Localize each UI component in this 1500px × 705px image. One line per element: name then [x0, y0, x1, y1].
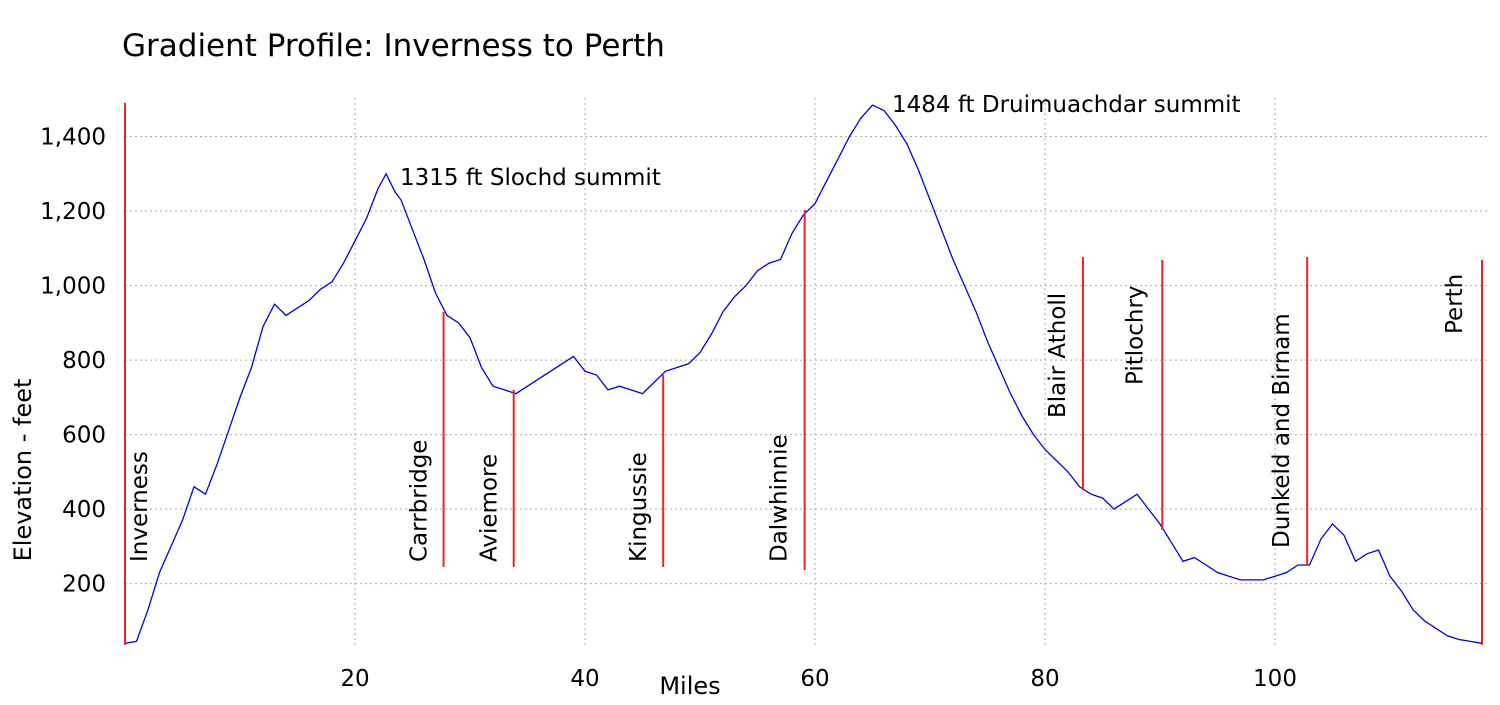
station-label: Blair Atholl — [1045, 293, 1071, 418]
y-tick-label: 1,200 — [40, 199, 106, 225]
y-tick-label: 600 — [62, 423, 106, 449]
y-axis-label: Elevation - feet — [9, 379, 37, 562]
station-label: Dunkeld and Birnam — [1269, 313, 1295, 548]
y-tick-label: 200 — [62, 572, 106, 598]
x-tick-label: 100 — [1253, 666, 1297, 692]
station-label: Dalwhinnie — [767, 434, 793, 562]
station-label: Pitlochry — [1122, 285, 1148, 385]
chart-title: Gradient Profile: Inverness to Perth — [122, 28, 665, 64]
station-label: Perth — [1442, 274, 1468, 334]
summit-annotation: 1315 ft Slochd summit — [400, 165, 661, 191]
y-tick-label: 400 — [62, 497, 106, 523]
station-label: Aviemore — [477, 454, 503, 562]
summit-annotation: 1484 ft Druimuachdar summit — [892, 92, 1241, 118]
x-tick-label: 40 — [570, 666, 599, 692]
elevation-line — [124, 104, 1483, 644]
x-tick-label: 80 — [1030, 666, 1059, 692]
station-label: Carrbridge — [407, 440, 433, 562]
station-label: Kingussie — [626, 452, 652, 562]
y-tick-label: 800 — [62, 348, 106, 374]
x-tick-label: 60 — [800, 666, 829, 692]
y-tick-label: 1,400 — [40, 125, 106, 151]
x-axis-label: Miles — [659, 672, 720, 700]
y-tick-label: 1,000 — [40, 274, 106, 300]
x-tick-label: 20 — [340, 666, 369, 692]
station-label: Inverness — [127, 451, 153, 562]
